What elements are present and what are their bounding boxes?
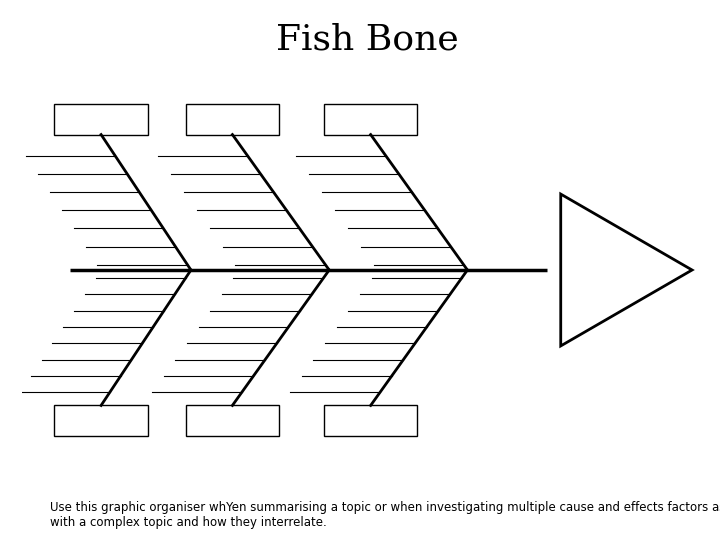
Bar <box>186 104 279 134</box>
Text: Fish Bone: Fish Bone <box>276 23 459 57</box>
Bar <box>324 406 418 436</box>
Bar <box>55 406 148 436</box>
Text: Use this graphic organiser whYen summarising a topic or when investigating multi: Use this graphic organiser whYen summari… <box>50 501 720 529</box>
Bar <box>55 104 148 134</box>
Bar <box>186 406 279 436</box>
Bar <box>324 104 418 134</box>
